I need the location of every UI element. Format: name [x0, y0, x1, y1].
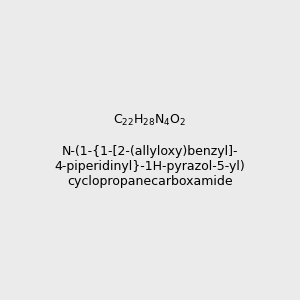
Text: C$_{22}$H$_{28}$N$_{4}$O$_{2}$

N-(1-{1-[2-(allyloxy)benzyl]-
4-piperidinyl}-1H-: C$_{22}$H$_{28}$N$_{4}$O$_{2}$ N-(1-{1-[…: [55, 112, 245, 188]
